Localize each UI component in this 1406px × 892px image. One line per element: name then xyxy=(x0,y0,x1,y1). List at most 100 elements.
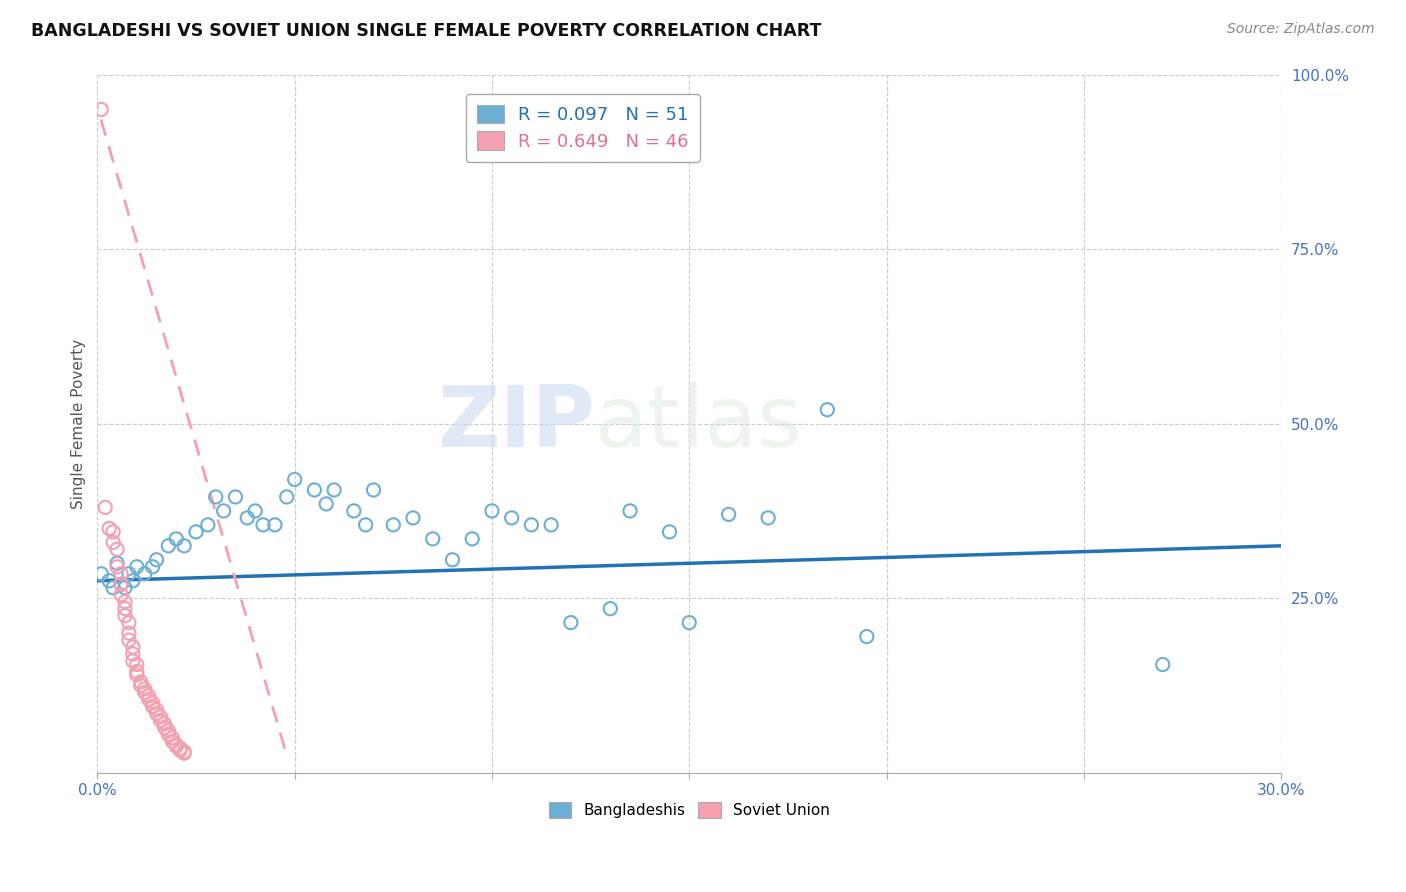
Point xyxy=(402,511,425,525)
Point xyxy=(110,577,132,591)
Point xyxy=(157,539,180,553)
Point xyxy=(441,553,464,567)
Point xyxy=(90,566,112,581)
Point xyxy=(101,581,124,595)
Point xyxy=(125,657,148,672)
Point xyxy=(481,504,503,518)
Point xyxy=(658,524,681,539)
Point xyxy=(142,559,165,574)
Point xyxy=(422,532,444,546)
Point xyxy=(142,699,165,714)
Point xyxy=(855,630,877,644)
Point xyxy=(94,500,117,515)
Y-axis label: Single Female Poverty: Single Female Poverty xyxy=(72,338,86,508)
Point xyxy=(236,511,259,525)
Point xyxy=(138,689,160,703)
Point xyxy=(101,535,124,549)
Point xyxy=(165,532,187,546)
Point xyxy=(323,483,346,497)
Point xyxy=(98,574,121,588)
Point xyxy=(110,566,132,581)
Point xyxy=(501,511,523,525)
Point xyxy=(224,490,246,504)
Point xyxy=(121,647,143,661)
Point xyxy=(121,640,143,654)
Point xyxy=(173,745,195,759)
Text: ZIP: ZIP xyxy=(437,382,595,465)
Point xyxy=(118,626,141,640)
Point xyxy=(520,517,543,532)
Point xyxy=(110,577,132,591)
Point xyxy=(243,504,266,518)
Point xyxy=(540,517,562,532)
Legend: Bangladeshis, Soviet Union: Bangladeshis, Soviet Union xyxy=(543,797,837,824)
Point xyxy=(678,615,700,630)
Point xyxy=(118,566,141,581)
Point xyxy=(149,714,172,728)
Point xyxy=(1152,657,1174,672)
Point xyxy=(145,706,167,721)
Point xyxy=(264,517,287,532)
Point xyxy=(304,483,326,497)
Point xyxy=(717,508,740,522)
Text: BANGLADESHI VS SOVIET UNION SINGLE FEMALE POVERTY CORRELATION CHART: BANGLADESHI VS SOVIET UNION SINGLE FEMAL… xyxy=(31,22,821,40)
Point xyxy=(105,556,128,570)
Point xyxy=(145,703,167,717)
Point xyxy=(157,723,180,738)
Point xyxy=(121,654,143,668)
Point xyxy=(162,734,184,748)
Point xyxy=(101,524,124,539)
Point xyxy=(599,601,621,615)
Point xyxy=(138,692,160,706)
Point xyxy=(153,720,176,734)
Point xyxy=(756,511,779,525)
Point xyxy=(284,473,307,487)
Point xyxy=(212,504,235,518)
Point xyxy=(134,685,156,699)
Point xyxy=(129,675,152,690)
Point xyxy=(315,497,337,511)
Point xyxy=(169,743,191,757)
Point xyxy=(173,746,195,760)
Point xyxy=(114,581,136,595)
Point xyxy=(276,490,298,504)
Point xyxy=(105,542,128,557)
Point xyxy=(204,490,226,504)
Point xyxy=(343,504,366,518)
Point xyxy=(382,517,405,532)
Point xyxy=(134,681,156,696)
Point xyxy=(461,532,484,546)
Point xyxy=(162,731,184,745)
Point xyxy=(252,517,274,532)
Point xyxy=(114,601,136,615)
Point xyxy=(619,504,641,518)
Point xyxy=(560,615,582,630)
Point xyxy=(197,517,219,532)
Point xyxy=(125,559,148,574)
Point xyxy=(125,665,148,679)
Point xyxy=(169,741,191,756)
Point xyxy=(118,615,141,630)
Point xyxy=(110,588,132,602)
Point xyxy=(165,739,187,754)
Point xyxy=(118,633,141,648)
Point xyxy=(149,710,172,724)
Point xyxy=(134,566,156,581)
Point xyxy=(90,103,112,117)
Text: Source: ZipAtlas.com: Source: ZipAtlas.com xyxy=(1227,22,1375,37)
Point xyxy=(184,524,207,539)
Point xyxy=(173,539,195,553)
Point xyxy=(121,574,143,588)
Point xyxy=(105,559,128,574)
Point xyxy=(145,553,167,567)
Point xyxy=(153,717,176,731)
Point xyxy=(114,608,136,623)
Text: atlas: atlas xyxy=(595,382,803,465)
Point xyxy=(129,678,152,692)
Point xyxy=(125,668,148,682)
Point xyxy=(142,696,165,710)
Point xyxy=(157,727,180,741)
Point xyxy=(815,402,838,417)
Point xyxy=(165,738,187,752)
Point xyxy=(114,595,136,609)
